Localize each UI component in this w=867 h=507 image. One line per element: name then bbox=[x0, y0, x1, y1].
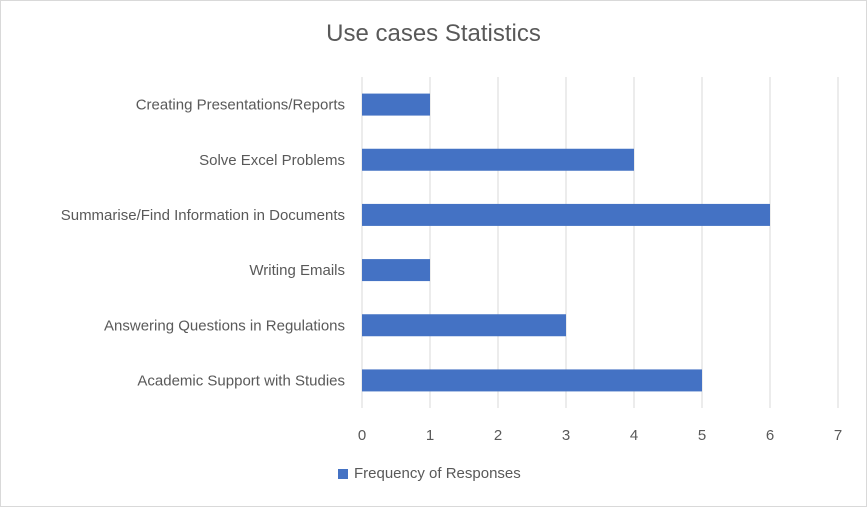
bar bbox=[362, 203, 770, 226]
x-tick-label: 2 bbox=[494, 427, 502, 444]
bar bbox=[362, 259, 430, 282]
legend-swatch bbox=[338, 468, 348, 479]
category-label: Writing Emails bbox=[249, 262, 345, 279]
x-tick-label: 3 bbox=[562, 427, 570, 444]
x-tick-label: 6 bbox=[766, 427, 774, 444]
x-tick-label: 5 bbox=[698, 427, 706, 444]
x-tick-label: 7 bbox=[834, 427, 842, 444]
category-label: Answering Questions in Regulations bbox=[104, 317, 345, 334]
bar bbox=[362, 148, 634, 171]
category-label: Summarise/Find Information in Documents bbox=[61, 207, 345, 224]
x-tick-label: 0 bbox=[358, 427, 366, 444]
legend-label: Frequency of Responses bbox=[354, 465, 521, 482]
chart-title: Use cases Statistics bbox=[326, 20, 541, 47]
category-label: Solve Excel Problems bbox=[199, 152, 345, 169]
x-tick-label: 1 bbox=[426, 427, 434, 444]
category-label: Academic Support with Studies bbox=[137, 372, 345, 389]
legend: Frequency of Responses bbox=[338, 465, 521, 482]
bar bbox=[362, 314, 566, 337]
x-tick-label: 4 bbox=[630, 427, 638, 444]
bar bbox=[362, 93, 430, 116]
bar bbox=[362, 369, 702, 392]
category-label: Creating Presentations/Reports bbox=[136, 97, 345, 114]
